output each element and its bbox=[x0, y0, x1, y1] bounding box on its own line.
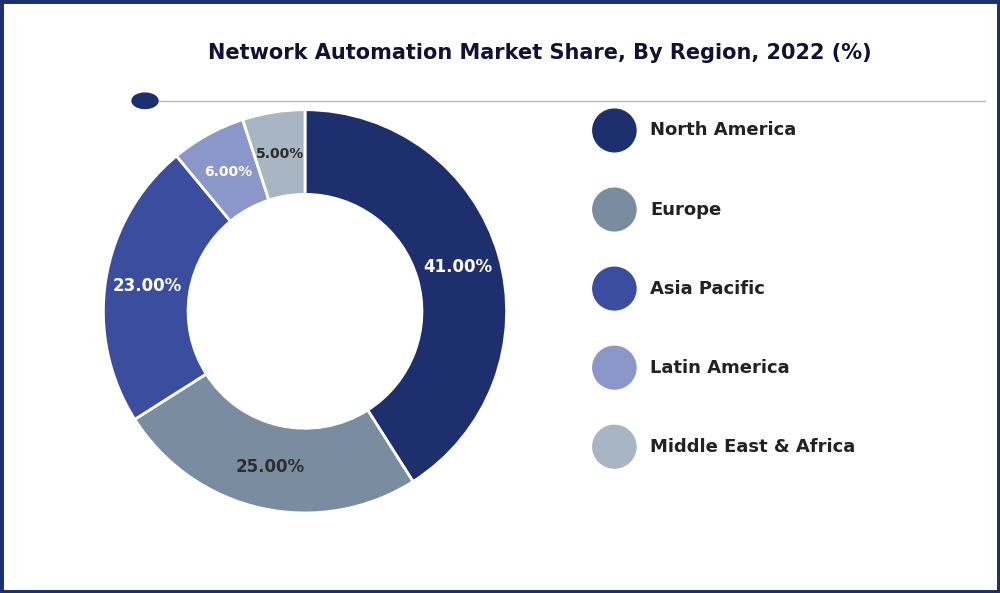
Text: 5.00%: 5.00% bbox=[256, 147, 304, 161]
Circle shape bbox=[593, 109, 636, 152]
Text: 6.00%: 6.00% bbox=[204, 165, 252, 178]
Circle shape bbox=[593, 346, 636, 389]
Text: 41.00%: 41.00% bbox=[423, 258, 493, 276]
Text: Latin America: Latin America bbox=[650, 359, 790, 377]
Text: North America: North America bbox=[650, 122, 797, 139]
Wedge shape bbox=[305, 110, 507, 482]
Text: 25.00%: 25.00% bbox=[236, 458, 305, 476]
Circle shape bbox=[593, 267, 636, 310]
Wedge shape bbox=[103, 156, 230, 419]
Text: 23.00%: 23.00% bbox=[113, 278, 182, 295]
Wedge shape bbox=[176, 120, 269, 221]
Wedge shape bbox=[243, 110, 305, 200]
Text: Middle East & Africa: Middle East & Africa bbox=[650, 438, 856, 456]
Text: PRECEDENCE
RESEARCH: PRECEDENCE RESEARCH bbox=[18, 54, 116, 82]
Text: Asia Pacific: Asia Pacific bbox=[650, 279, 765, 298]
Circle shape bbox=[593, 188, 636, 231]
Text: Europe: Europe bbox=[650, 200, 722, 219]
Wedge shape bbox=[135, 374, 413, 513]
Bar bbox=[17, 24, 118, 113]
Circle shape bbox=[593, 425, 636, 468]
Text: Network Automation Market Share, By Region, 2022 (%): Network Automation Market Share, By Regi… bbox=[208, 43, 872, 63]
